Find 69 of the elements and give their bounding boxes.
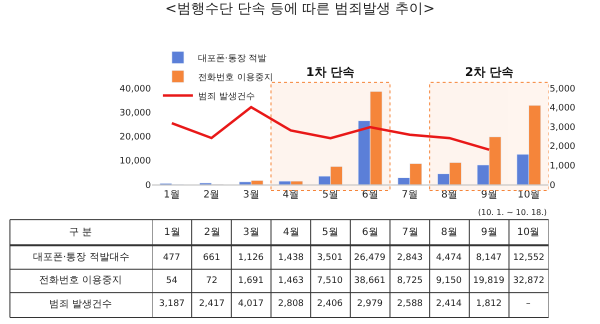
data-label: 2,417 xyxy=(199,299,225,309)
data-label: 9,150 xyxy=(436,276,462,286)
text: (10. 1. ~ 10. 18.) xyxy=(478,208,547,217)
data-label: 4,474 xyxy=(436,253,462,263)
data-label: 19,819 xyxy=(473,276,505,286)
band-label: 2차 단속 xyxy=(465,65,514,79)
band-label: 1차 단속 xyxy=(306,65,355,79)
x-tick-label: 9월 xyxy=(480,190,498,201)
data-label: 1,463 xyxy=(278,276,304,286)
text: 8월 xyxy=(441,227,458,238)
data-label: 3,187 xyxy=(159,299,185,309)
y2-tick-label: 3,000 xyxy=(550,122,576,133)
data-label: 2,414 xyxy=(436,299,462,309)
data-label: 3,501 xyxy=(317,253,343,263)
data-label: 12,552 xyxy=(513,253,544,263)
data-label: 477 xyxy=(163,253,180,263)
data-label: 661 xyxy=(203,253,220,263)
y-tick-label: 10,000 xyxy=(120,156,152,167)
text: – xyxy=(526,299,530,309)
text: 전화번호 이용중지 xyxy=(39,275,122,286)
text: 대포폰·통장 적발대수 xyxy=(33,252,130,263)
data-label: 72 xyxy=(206,276,218,286)
text: 구 분 xyxy=(69,227,92,238)
y-tick-label: 30,000 xyxy=(120,108,152,118)
text: 범죄 발생건수 xyxy=(49,299,112,310)
data-label: 2,406 xyxy=(317,299,344,309)
y-tick-label: 20,000 xyxy=(120,132,152,143)
x-tick-label: 6월 xyxy=(362,190,378,201)
y2-tick-label: 0 xyxy=(550,180,556,191)
category-label: 2월 xyxy=(204,227,220,238)
data-label: 7,510 xyxy=(317,276,344,286)
y2-tick-label: 1,000 xyxy=(550,161,576,172)
data-label: 38,661 xyxy=(354,276,386,286)
x-tick-label: 7월 xyxy=(402,190,418,201)
legend-label: 대포폰·통장 적발 xyxy=(198,54,267,64)
data-label: 8,147 xyxy=(476,253,502,263)
data-label: 1,126 xyxy=(238,253,264,263)
x-tick-label: 3월 xyxy=(242,190,260,201)
chart-title: <범행수단 단속 등에 따른 범죄발생 추이> xyxy=(165,1,435,18)
data-label: 1,812 xyxy=(476,299,502,309)
y2-tick-label: 4,000 xyxy=(550,104,576,114)
legend-label: 전화번호 이용중지 xyxy=(198,72,273,83)
data-label: 1,438 xyxy=(278,253,304,263)
category-label: 7월 xyxy=(402,227,418,238)
data-label: 2,588 xyxy=(397,299,424,309)
data-label: 32,872 xyxy=(513,276,544,286)
x-tick-label: 2월 xyxy=(203,190,220,201)
y2-tick-label: 5,000 xyxy=(550,84,576,94)
text: 10월 xyxy=(517,227,540,238)
data-label: 2,843 xyxy=(397,253,423,263)
y2-tick-label: 2,000 xyxy=(550,142,576,152)
category-label: 1월 xyxy=(164,227,180,238)
data-label: 1,691 xyxy=(238,276,264,286)
y-tick-label: 0 xyxy=(145,180,152,191)
data-label: 54 xyxy=(166,276,178,286)
legend-label: 범죄 발생건수 xyxy=(198,92,255,102)
category-label: 3월 xyxy=(243,227,260,238)
y-tick-label: 40,000 xyxy=(120,84,152,94)
data-label: 8,725 xyxy=(397,276,423,286)
text: 6월 xyxy=(362,227,378,238)
data-label: 4,017 xyxy=(238,299,264,309)
text: 4월 xyxy=(283,227,300,238)
data-label: 26,479 xyxy=(354,253,386,263)
x-tick-label: 4월 xyxy=(282,190,300,201)
category-label: 9월 xyxy=(481,227,498,238)
data-label: 2,979 xyxy=(357,299,384,309)
category-label: 5월 xyxy=(322,227,338,238)
x-tick-label: 1월 xyxy=(164,190,180,201)
data-label: 2,808 xyxy=(278,299,304,309)
